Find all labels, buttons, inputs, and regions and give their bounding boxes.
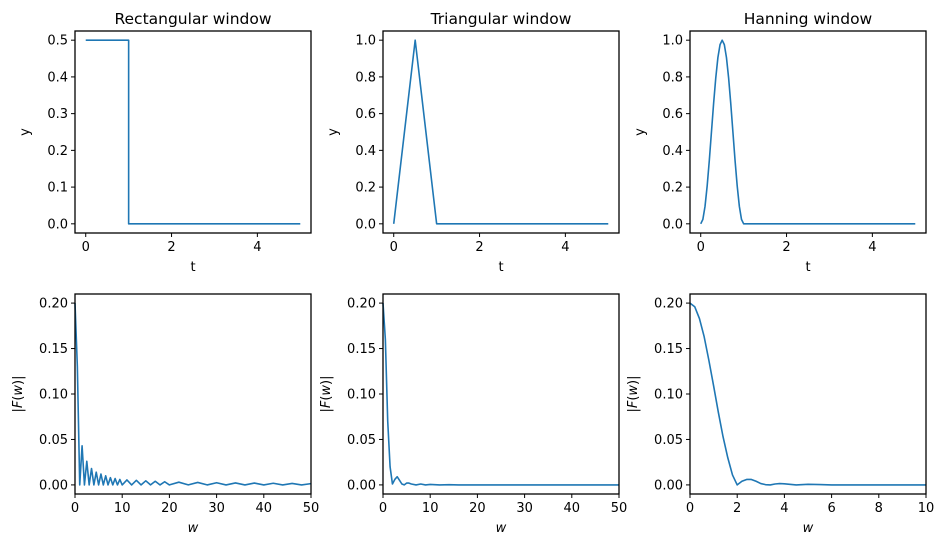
x-tick-label: 10 [114, 501, 131, 516]
axes-frame [74, 293, 312, 495]
y-tick-label: 0.15 [347, 342, 376, 357]
x-tick-label: 30 [208, 501, 225, 516]
y-tick-label: 0.6 [662, 107, 683, 122]
y-tick-label: 0.05 [654, 433, 683, 448]
y-axis-label: y [18, 128, 33, 136]
y-tick-label: 0.4 [355, 144, 376, 159]
y-tick-label: 0.20 [39, 297, 68, 312]
x-tick-label: 0 [379, 501, 387, 516]
x-tick-label: 4 [780, 501, 788, 516]
x-tick-label: 4 [253, 240, 261, 255]
axes-frame [689, 30, 927, 234]
y-tick-label: 0.15 [654, 342, 683, 357]
y-tick-label: 0.1 [47, 181, 68, 196]
subplot-2: 0 2 4 0.0 0.2 0.4 0.6 0.8 1.0 Triangular window t y [326, 10, 620, 275]
y-axis-label: |F(w)| [11, 375, 26, 412]
x-tick-label: 4 [561, 240, 569, 255]
y-tick-label: 0.8 [662, 70, 683, 85]
y-tick-label: 1.0 [662, 34, 683, 49]
y-tick-label: 0.0 [47, 217, 68, 232]
subplot-4: 0 10 20 30 40 50 0.00 0.05 0.10 0.15 0.20 w |F(w)| [11, 293, 320, 536]
x-tick-label: 6 [827, 501, 835, 516]
series-line [85, 39, 301, 225]
x-tick-label: 40 [256, 501, 273, 516]
y-axis-label: |F(w)| [319, 375, 334, 412]
y-tick-label: 0.00 [347, 478, 376, 493]
x-axis-label: w [188, 521, 199, 536]
x-tick-label: 2 [733, 501, 741, 516]
y-tick-label: 0.05 [39, 433, 68, 448]
y-tick-label: 0.3 [47, 107, 68, 122]
subplot-title: Rectangular window [114, 10, 271, 28]
subplot-5: 0 10 20 30 40 50 0.00 0.05 0.10 0.15 0.20 w |F(w)| [319, 293, 628, 536]
x-tick-label: 20 [161, 501, 178, 516]
x-tick-label: 4 [868, 240, 876, 255]
y-tick-label: 0.8 [355, 70, 376, 85]
x-tick-label: 50 [303, 501, 320, 516]
y-tick-label: 0.00 [654, 478, 683, 493]
y-tick-label: 0.5 [47, 34, 68, 49]
x-tick-label: 20 [469, 501, 486, 516]
y-axis-label: y [326, 128, 341, 136]
x-tick-label: 2 [782, 240, 790, 255]
x-tick-label: 0 [390, 240, 398, 255]
y-tick-label: 0.20 [654, 297, 683, 312]
x-tick-label: 0 [82, 240, 90, 255]
y-axis-label: y [633, 128, 648, 136]
x-axis-label: t [190, 260, 195, 275]
series-line [700, 39, 916, 225]
x-tick-label: 40 [564, 501, 581, 516]
series-line [689, 302, 926, 486]
y-tick-label: 0.20 [347, 297, 376, 312]
subplot-title: Hanning window [744, 10, 873, 28]
y-tick-label: 0.15 [39, 342, 68, 357]
x-tick-label: 10 [422, 501, 439, 516]
axes-frame [382, 30, 620, 234]
x-tick-label: 0 [71, 501, 79, 516]
subplot-6: 0 2 4 6 8 10 0.00 0.05 0.10 0.15 0.20 w |F(w)| [626, 293, 935, 536]
x-tick-label: 50 [611, 501, 628, 516]
series-line [382, 303, 619, 486]
y-tick-label: 0.4 [47, 70, 68, 85]
axes-frame [689, 293, 927, 495]
x-tick-label: 8 [875, 501, 883, 516]
x-axis-label: w [803, 521, 814, 536]
axes-frame [74, 30, 312, 234]
y-tick-label: 0.05 [347, 433, 376, 448]
y-tick-label: 0.0 [662, 217, 683, 232]
y-tick-label: 0.2 [355, 181, 376, 196]
y-tick-label: 0.0 [355, 217, 376, 232]
subplot-1: 0 2 4 0.0 0.1 0.2 0.3 0.4 0.5 Rectangular window t… [18, 10, 312, 275]
y-tick-label: 0.6 [355, 107, 376, 122]
subplot-title: Triangular window [430, 10, 572, 28]
series-line [392, 39, 609, 225]
x-tick-label: 0 [697, 240, 705, 255]
y-tick-label: 0.2 [47, 144, 68, 159]
y-tick-label: 0.10 [39, 388, 68, 403]
x-axis-label: t [498, 260, 503, 275]
y-tick-label: 1.0 [355, 34, 376, 49]
x-tick-label: 0 [686, 501, 694, 516]
series-line [74, 303, 312, 486]
y-tick-label: 0.10 [654, 388, 683, 403]
y-tick-label: 0.00 [39, 478, 68, 493]
x-axis-label: t [805, 260, 810, 275]
y-tick-label: 0.4 [662, 144, 683, 159]
x-axis-label: w [496, 521, 507, 536]
y-axis-label: |F(w)| [626, 375, 641, 412]
y-tick-label: 0.2 [662, 181, 683, 196]
x-tick-label: 2 [167, 240, 175, 255]
subplot-3: 0 2 4 0.0 0.2 0.4 0.6 0.8 1.0 Hanning window t y [633, 10, 927, 275]
x-tick-label: 30 [516, 501, 533, 516]
x-tick-label: 2 [475, 240, 483, 255]
axes-frame [382, 293, 620, 495]
x-tick-label: 10 [918, 501, 935, 516]
y-tick-label: 0.10 [347, 388, 376, 403]
